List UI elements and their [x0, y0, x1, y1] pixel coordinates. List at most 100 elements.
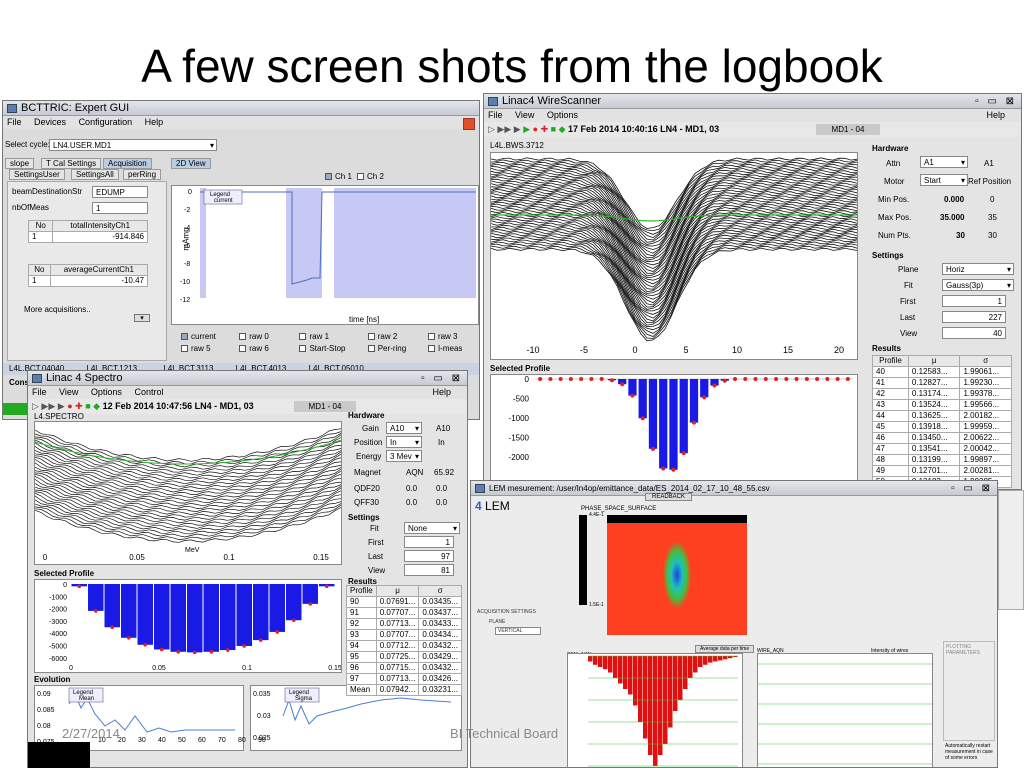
table-row[interactable]: 95 0.07725... 0.03429...	[346, 651, 462, 663]
tab-settings-user[interactable]: SettingsUser	[9, 169, 65, 180]
expand-button[interactable]: ▾	[134, 314, 150, 322]
first-spinner[interactable]: 1	[404, 536, 454, 548]
check-i-meas[interactable]: I-meas	[427, 343, 476, 355]
average-data-select[interactable]: Average data per time	[695, 645, 755, 653]
check-raw5[interactable]: raw 5	[181, 343, 237, 355]
stop-icon[interactable]	[463, 118, 475, 130]
nav-arrows-icon[interactable]: ▷ ▶▶ ▶	[488, 124, 521, 134]
qff30-value[interactable]: 0.0	[406, 498, 418, 507]
view-spinner[interactable]: 81	[404, 564, 454, 576]
device-tab[interactable]: L4L.BCT.04040	[9, 364, 65, 373]
ref-position-label: Ref Position	[968, 177, 1012, 186]
menu-file[interactable]: File	[32, 387, 47, 397]
check-raw2[interactable]: raw 2	[367, 331, 426, 343]
motor-select[interactable]: Start ▾	[920, 174, 968, 186]
plane-select[interactable]: VERTICAL	[495, 627, 541, 635]
menu-help[interactable]: Help	[986, 110, 1005, 120]
check-raw0[interactable]: raw 0	[239, 331, 297, 343]
check-raw1[interactable]: raw 1	[299, 331, 365, 343]
tab-settings-all[interactable]: SettingsAll	[71, 169, 119, 180]
menu-help[interactable]: Help	[432, 387, 451, 397]
check-raw3[interactable]: raw 3	[427, 331, 476, 343]
play-icon[interactable]: ▶	[523, 124, 531, 134]
ch2-checkbox[interactable]: Ch 2	[357, 171, 384, 183]
menu-control[interactable]: Control	[134, 387, 164, 397]
num-pts-value[interactable]: 30	[956, 231, 965, 240]
table-row[interactable]: 48 0.13199... 1.99897...	[872, 454, 1012, 466]
wirescanner-titlebar[interactable]: Linac4 WireScanner ▫ ▭ ⊠	[484, 94, 1021, 109]
menu-file[interactable]: File	[488, 110, 503, 120]
device-tab[interactable]: L4L.BCT.4013	[235, 364, 287, 373]
qff30-readback: 0.0	[436, 498, 448, 507]
position-select[interactable]: In ▾	[386, 436, 422, 448]
device-tab[interactable]: L4L.BCT.3113	[163, 364, 214, 373]
table-row[interactable]: 42 0.13174... 1.99378...	[872, 388, 1012, 400]
menu-file[interactable]: File	[7, 117, 22, 127]
table-row[interactable]: 93 0.07707... 0.03434...	[346, 629, 462, 641]
energy-select[interactable]: 3 Mev ▾	[386, 450, 422, 462]
table-row[interactable]: 44 0.13625... 2.00182...	[872, 410, 1012, 422]
more-acquisitions-label[interactable]: More acquisitions..	[24, 305, 91, 314]
table-row[interactable]: 47 0.13541... 2.00042...	[872, 443, 1012, 455]
menu-devices[interactable]: Devices	[34, 117, 67, 127]
check-per-ring[interactable]: Per-ring	[367, 343, 426, 355]
window-controls-icon[interactable]: ▫ ▭ ⊠	[421, 373, 463, 384]
stop-icon[interactable]: ●	[67, 401, 73, 411]
add-icon[interactable]: ✚	[540, 124, 549, 134]
qdf20-value[interactable]: 0.0	[406, 484, 418, 493]
last-spinner[interactable]: 97	[404, 550, 454, 562]
table-row[interactable]: 92 0.07713... 0.03433...	[346, 618, 462, 630]
tab-2d-view[interactable]: 2D View	[171, 158, 211, 169]
table-row[interactable]: 96 0.07715... 0.03432...	[346, 662, 462, 674]
table-row[interactable]: 45 0.13918... 1.99959...	[872, 421, 1012, 433]
select-cycle-dropdown[interactable]: LN4.USER.MD1 ▾	[49, 139, 217, 151]
device-tab[interactable]: L4L.BCT.05010	[308, 364, 364, 373]
nav-arrows-icon[interactable]: ▷ ▶▶ ▶	[32, 401, 65, 411]
window-controls-icon[interactable]: ▫ ▭ ⊠	[951, 483, 993, 494]
plane-select[interactable]: Horiz ▾	[942, 263, 1014, 275]
menu-options[interactable]: Options	[546, 110, 578, 120]
check-start-stop[interactable]: Start-Stop	[299, 343, 365, 355]
gain-select[interactable]: A10 ▾	[386, 422, 422, 434]
menu-help[interactable]: Help	[144, 117, 164, 127]
first-spinner[interactable]: 1	[942, 295, 1006, 307]
max-pos-value[interactable]: 35.000	[940, 213, 965, 222]
stop-icon[interactable]: ●	[532, 124, 539, 134]
fit-select[interactable]: Gauss(3p) ▾	[942, 279, 1014, 291]
last-spinner[interactable]: 227	[942, 311, 1006, 323]
device-tab[interactable]: L4L.BCT.1213	[86, 364, 138, 373]
table-row[interactable]: 43 0.13524... 1.99566...	[872, 399, 1012, 411]
table-row[interactable]: 94 0.07712... 0.03432...	[346, 640, 462, 652]
lem-titlebar[interactable]: LEM mesurement: /user/In4op/emittance_da…	[471, 481, 997, 496]
menu-configuration[interactable]: Configuration	[78, 117, 133, 127]
lem-left-panel: ACQUISITION SETTINGS PLANE VERTICAL	[475, 521, 567, 761]
check-current[interactable]: current	[181, 331, 237, 343]
check-raw6[interactable]: raw 6	[239, 343, 297, 355]
auto-restart-checkbox[interactable]: Automatically restart measurement in cas…	[945, 743, 993, 761]
min-pos-value[interactable]: 0.000	[944, 195, 965, 204]
table-row[interactable]: 90 0.07691... 0.03435...	[346, 596, 462, 608]
menu-view[interactable]: View	[59, 387, 79, 397]
table-row[interactable]: 41 0.12827... 1.99230...	[872, 377, 1012, 389]
spectro-titlebar[interactable]: Linac 4 Spectro ▫ ▭ ⊠	[28, 371, 467, 386]
bcttric-titlebar[interactable]: BCTTRIC: Expert GUI	[3, 101, 479, 116]
table-row[interactable]: 49 0.12701... 2.00281...	[872, 465, 1012, 477]
view-spinner[interactable]: 40	[942, 327, 1006, 339]
tab-cal-settings[interactable]: T Cal Settings	[41, 158, 102, 169]
tab-per-ring[interactable]: perRing	[123, 169, 162, 180]
table-row[interactable]: Mean 0.07942... 0.03231...	[346, 684, 462, 696]
tab-acquisition[interactable]: Acquisition	[103, 158, 152, 169]
table-row[interactable]: 46 0.13450... 2.00622...	[872, 432, 1012, 444]
readback-button[interactable]: READBACK	[645, 493, 693, 501]
table-row[interactable]: 40 0.12583... 1.99061...	[872, 366, 1012, 378]
attn-select[interactable]: A1 ▾	[920, 156, 968, 168]
menu-view[interactable]: View	[515, 110, 535, 120]
window-controls-icon[interactable]: ▫ ▭ ⊠	[975, 96, 1017, 107]
menu-options[interactable]: Options	[90, 387, 122, 397]
ch1-checkbox[interactable]: Ch 1	[325, 171, 352, 183]
add-icon[interactable]: ✚	[75, 401, 83, 411]
fit-select[interactable]: None ▾	[404, 522, 460, 534]
table-row[interactable]: 91 0.07707... 0.03437...	[346, 607, 462, 619]
table-row[interactable]: 97 0.07713... 0.03426...	[346, 673, 462, 685]
tab-slope[interactable]: slope	[5, 158, 35, 169]
